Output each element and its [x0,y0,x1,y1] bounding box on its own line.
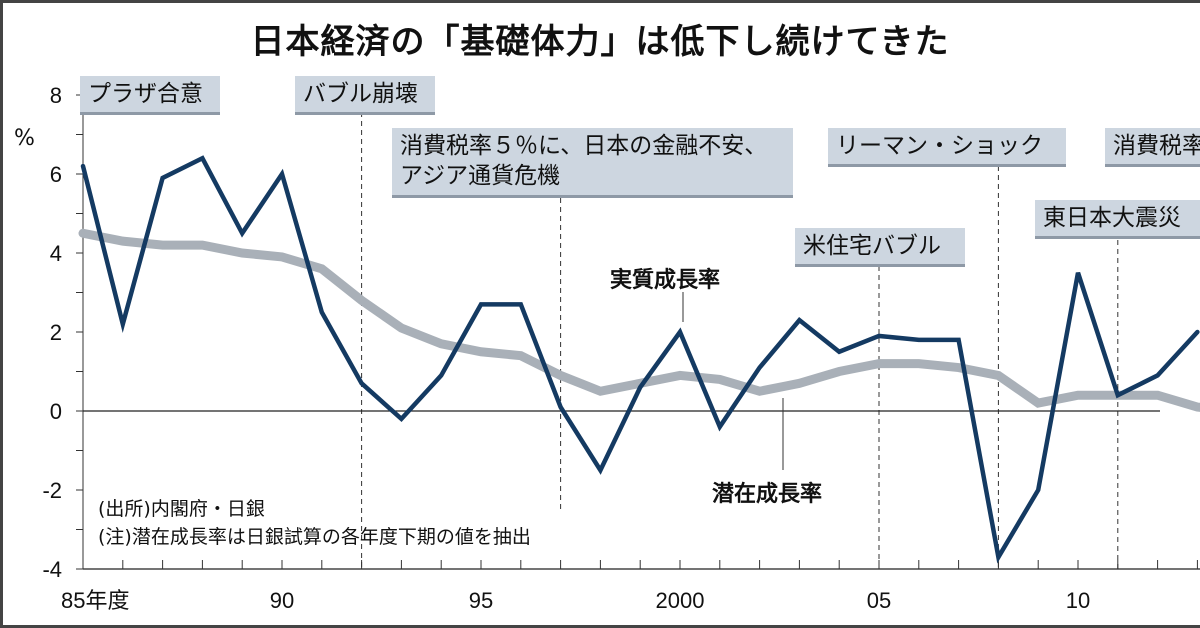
y-tick-label: 2 [50,320,62,345]
y-unit: % [14,126,35,151]
x-tick-label: 2000 [656,588,705,613]
annotation-lehman: リーマン・ショック [828,128,1066,167]
annotation-1997-line1: 消費税率５％に、日本の金融不安、 [400,133,768,159]
annotation-1997-line2: アジア通貨危機 [400,163,561,189]
x-tick-label: 05 [867,588,891,613]
y-tick-label: 6 [50,162,62,187]
footnote: (注)潜在成長率は日銀試算の各年度下期の値を抽出 [98,526,531,548]
annotation-1997: 消費税率５％に、日本の金融不安、 アジア通貨危機 [392,128,793,198]
label-potential-growth: 潜在成長率 [712,482,823,507]
y-tick-label: -2 [42,478,62,503]
annotation-us-housing: 米住宅バブル [795,228,965,267]
annotation-consumption-tax: 消費税率 [1105,128,1200,167]
x-tick-label: 90 [270,588,294,613]
annotation-plaza: プラザ合意 [80,76,220,115]
x-tick-label: 95 [469,588,493,613]
y-tick-label: -4 [42,557,62,582]
x-tick-label: 85年度 [61,588,129,613]
y-tick-label: 8 [50,83,62,108]
y-tick-label: 0 [50,399,62,424]
x-tick-label: 10 [1066,588,1090,613]
chart-title: 日本経済の「基礎体力」は低下し続けてきた [250,22,950,62]
annotation-bubble-burst: バブル崩壊 [295,76,435,115]
annotation-earthquake: 東日本大震災 [1035,200,1200,239]
potential-growth-line [78,228,1200,412]
label-real-growth: 実質成長率 [610,268,721,293]
source-note: (出所)内閣府・日銀 [98,498,265,520]
y-tick-label: 4 [50,241,62,266]
